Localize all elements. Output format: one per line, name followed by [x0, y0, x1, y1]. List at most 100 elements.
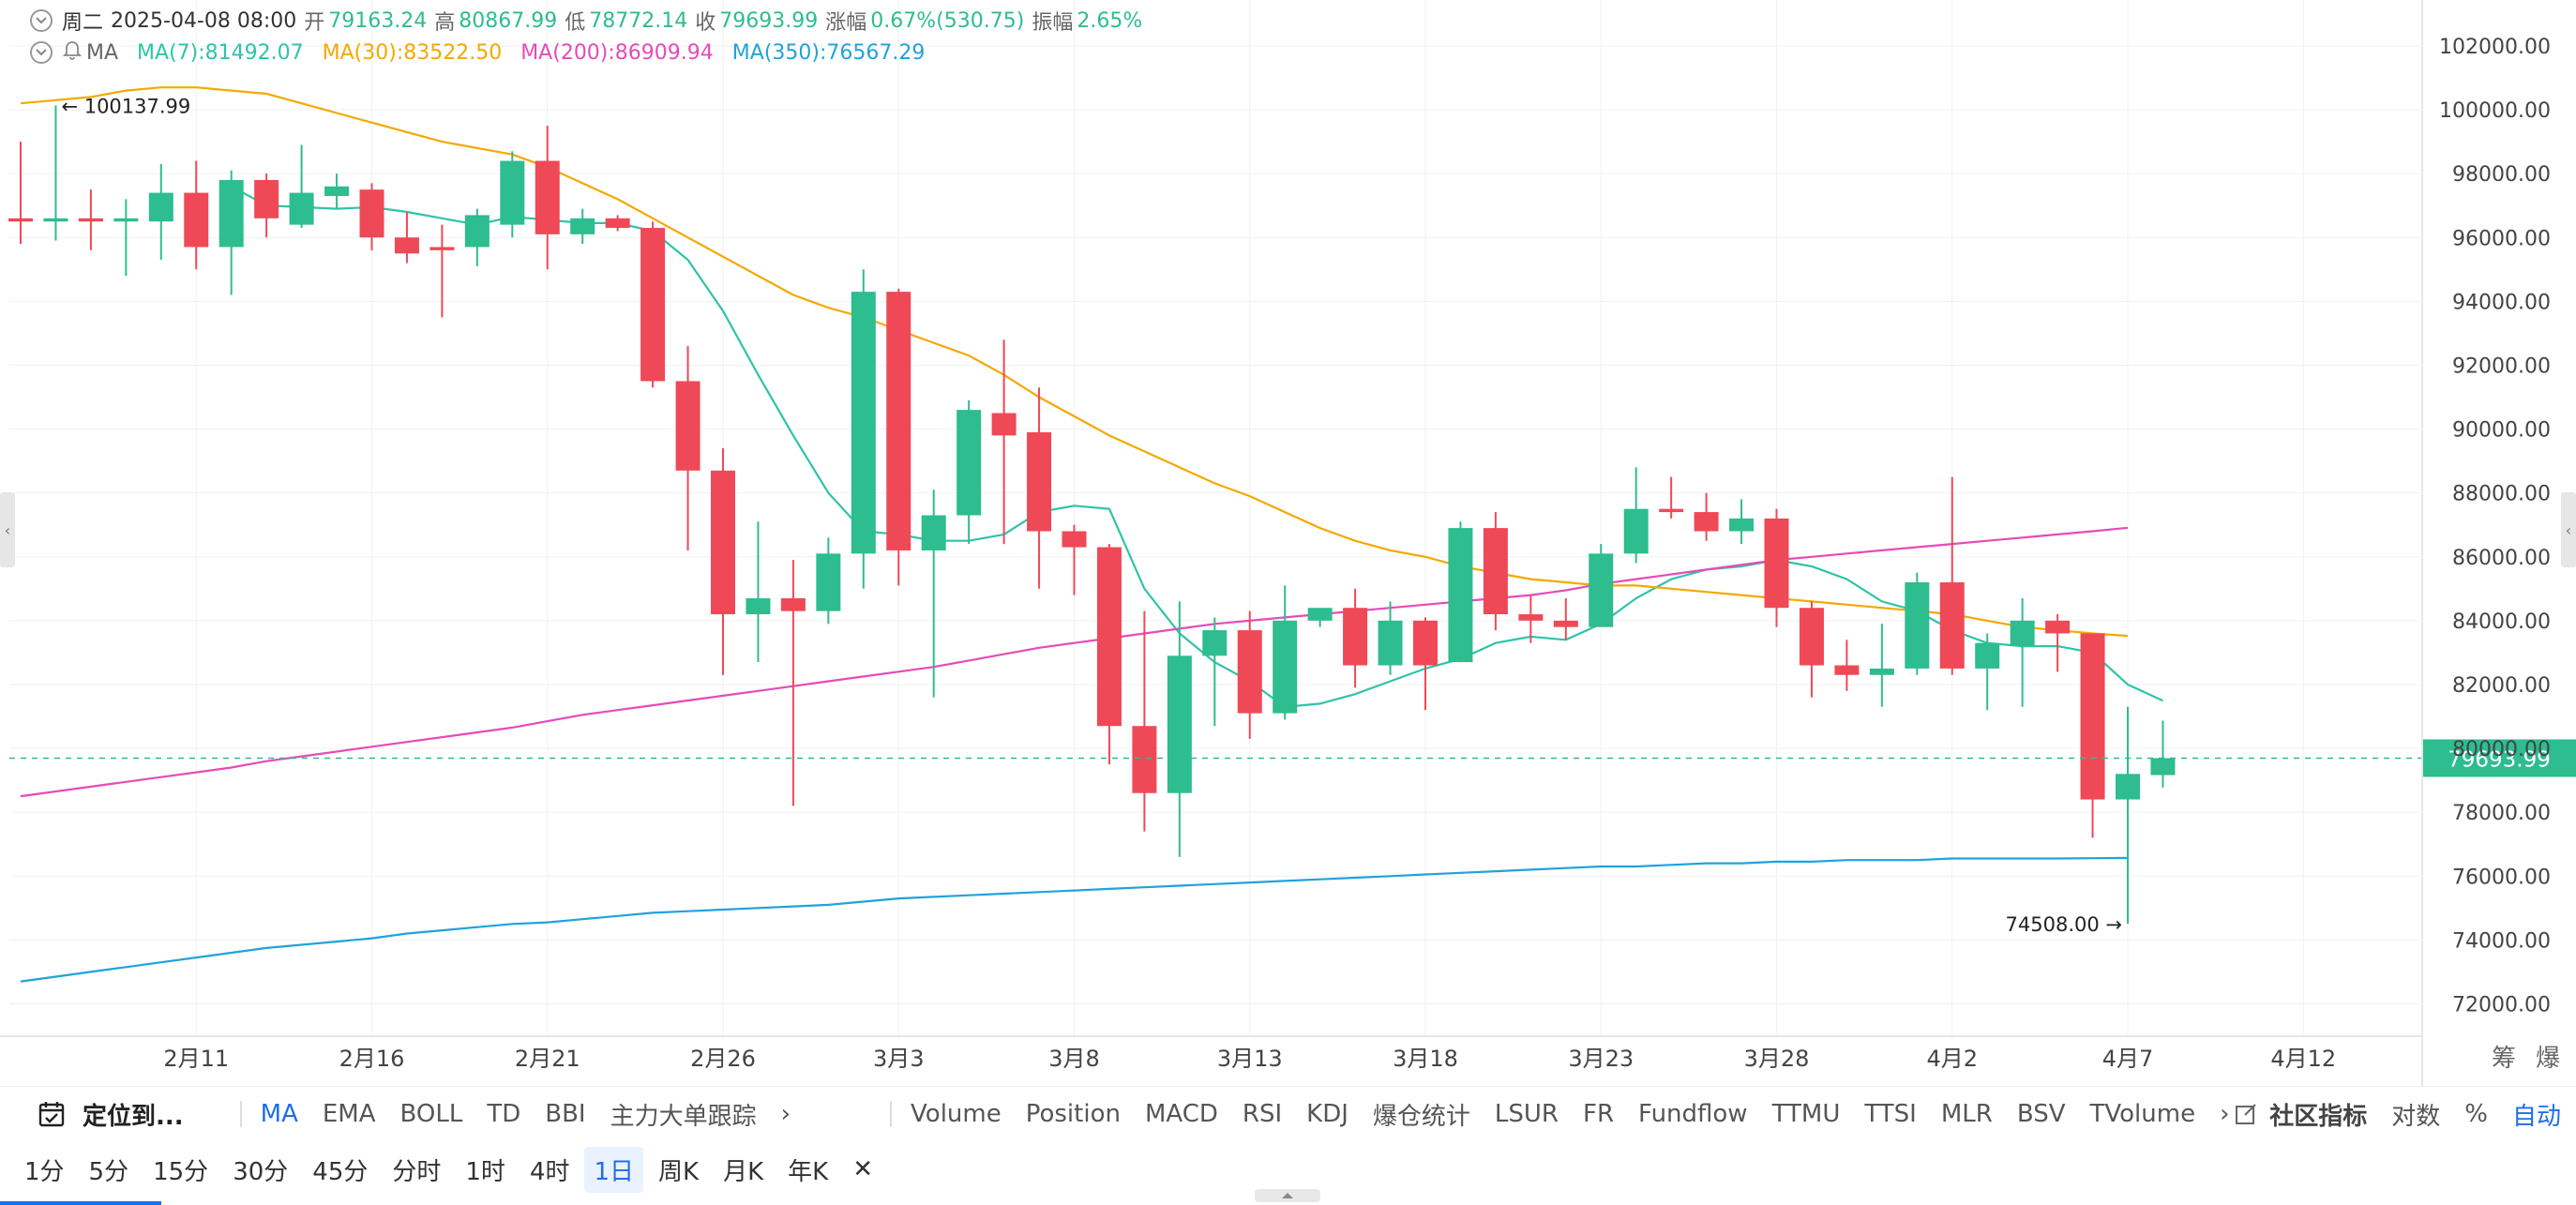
- timeframe-timeshare[interactable]: 分时: [392, 1157, 442, 1186]
- sub-indicator-rsi[interactable]: RSI: [1242, 1100, 1283, 1128]
- candle-body: [1975, 642, 2000, 669]
- candle-body: [1027, 431, 1052, 532]
- timeframe-year[interactable]: 年K: [788, 1157, 829, 1186]
- percent-scale-toggle[interactable]: %: [2464, 1100, 2488, 1128]
- bell-icon[interactable]: [62, 39, 83, 66]
- candle-body: [2150, 758, 2176, 776]
- edit-icon[interactable]: [2234, 1102, 2258, 1126]
- indicator-main-order[interactable]: 主力大单跟踪: [610, 1102, 757, 1131]
- candle-body: [1518, 614, 1544, 621]
- candle-body: [780, 598, 806, 611]
- left-expand-handle[interactable]: ‹: [0, 492, 15, 567]
- timeframe-15m[interactable]: 15分: [153, 1157, 209, 1186]
- candle-up: [1589, 544, 1614, 627]
- candle-body: [1623, 508, 1649, 554]
- chevron-right-icon[interactable]: ›: [780, 1100, 791, 1128]
- candle-body: [218, 179, 244, 248]
- candle-down: [1062, 524, 1087, 595]
- sub-indicator-tvolume[interactable]: TVolume: [2089, 1100, 2196, 1128]
- candle-down: [711, 447, 735, 675]
- candle-body: [746, 598, 771, 615]
- indicator-ema[interactable]: EMA: [322, 1100, 376, 1128]
- timeframe-30m[interactable]: 30分: [233, 1157, 289, 1186]
- y-tick-label: 82000.00: [2452, 674, 2551, 698]
- collapse-icon[interactable]: [30, 41, 53, 64]
- candle-body: [675, 381, 700, 471]
- candle-body: [2010, 620, 2035, 647]
- log-scale-toggle[interactable]: 对数: [2391, 1102, 2441, 1131]
- sub-indicator-volume[interactable]: Volume: [911, 1100, 1002, 1128]
- low-label: 低: [565, 11, 586, 35]
- y-tick-label: 94000.00: [2452, 291, 2551, 314]
- right-expand-handle[interactable]: ‹: [2561, 492, 2576, 567]
- ma200-label: MA(200):86909.94: [520, 40, 714, 65]
- timeframe-1h[interactable]: 1时: [465, 1157, 505, 1186]
- y-tick-label: 96000.00: [2452, 227, 2551, 250]
- sub-indicator-bsv[interactable]: BSV: [2016, 1100, 2066, 1128]
- sub-indicator-liquidation[interactable]: 爆仓统计: [1372, 1102, 1470, 1131]
- sub-indicator-ttmu[interactable]: TTMU: [1771, 1100, 1841, 1128]
- indicator-td[interactable]: TD: [487, 1100, 521, 1128]
- calendar-icon: [38, 1102, 65, 1127]
- community-indicators-button[interactable]: 社区指标: [2269, 1102, 2368, 1131]
- candle-body: [2045, 620, 2071, 634]
- candle-body: [289, 192, 314, 225]
- indicator-boll[interactable]: BOLL: [399, 1100, 463, 1128]
- candle-body: [78, 218, 103, 222]
- sub-indicator-macd[interactable]: MACD: [1144, 1100, 1218, 1128]
- candle-up: [218, 170, 244, 295]
- resize-handle[interactable]: [1255, 1189, 1320, 1202]
- indicator-ma[interactable]: MA: [260, 1100, 298, 1128]
- candle-body: [1799, 608, 1824, 666]
- y-axis: 102000.00 100000.00 98000.00 96000.00 94000.…: [2421, 0, 2551, 1086]
- candle-body: [991, 413, 1017, 436]
- candle-body: [1869, 668, 1894, 675]
- candle-up: [148, 163, 173, 261]
- timeframe-1m[interactable]: 1分: [24, 1157, 65, 1186]
- auto-scale-toggle[interactable]: 自动: [2511, 1102, 2561, 1131]
- timeframe-month[interactable]: 月K: [723, 1157, 764, 1186]
- chevron-right-icon[interactable]: ›: [2220, 1100, 2230, 1128]
- sub-indicator-kdj[interactable]: KDJ: [1306, 1100, 1348, 1128]
- candle-up: [1869, 624, 1894, 707]
- candle-body: [570, 218, 595, 234]
- candle-body: [1237, 630, 1262, 714]
- candle-body: [1132, 726, 1157, 793]
- timeframe-bar: 1分 5分 15分 30分 45分 分时 1时 4时 1日 周K 月K 年K ✕: [0, 1142, 2576, 1197]
- timeframe-45m[interactable]: 45分: [312, 1157, 369, 1186]
- sub-indicator-fundflow[interactable]: Fundflow: [1638, 1100, 1748, 1128]
- timeframe-1d[interactable]: 1日: [584, 1146, 644, 1193]
- x-tick-label: 3月8: [1048, 1046, 1100, 1072]
- timeframe-week[interactable]: 周K: [658, 1157, 700, 1186]
- candle-body: [148, 192, 173, 222]
- locate-button[interactable]: 定位到...: [38, 1097, 184, 1132]
- sub-indicator-fr[interactable]: FR: [1583, 1100, 1615, 1128]
- collapse-icon[interactable]: [30, 9, 53, 32]
- candle-up: [324, 173, 350, 209]
- close-icon[interactable]: ✕: [852, 1155, 874, 1183]
- sub-indicator-ttsi[interactable]: TTSI: [1864, 1100, 1917, 1128]
- candle-up: [2010, 598, 2035, 707]
- indicator-bbi[interactable]: BBI: [545, 1100, 586, 1128]
- candle-body: [957, 410, 982, 516]
- candle-body: [1553, 620, 1578, 627]
- sub-indicator-lsur[interactable]: LSUR: [1494, 1100, 1559, 1128]
- high-label: 高: [434, 11, 456, 35]
- candle-body: [1589, 553, 1614, 627]
- y-tick-label: 86000.00: [2452, 547, 2551, 570]
- timeframe-4h[interactable]: 4时: [529, 1157, 570, 1186]
- candle-up: [851, 269, 876, 589]
- candle-up: [289, 144, 314, 229]
- current-price-tag: [2422, 739, 2576, 777]
- sub-indicator-position[interactable]: Position: [1025, 1100, 1121, 1128]
- close-label: 收: [695, 11, 716, 35]
- candle-body: [359, 189, 384, 238]
- candle-down: [1834, 640, 1860, 691]
- candle-down: [780, 560, 806, 806]
- y-tick-label: 90000.00: [2452, 419, 2551, 443]
- timeframe-5m[interactable]: 5分: [88, 1157, 129, 1186]
- sub-indicator-mlr[interactable]: MLR: [1940, 1100, 1993, 1128]
- low-marker: 74508.00 →: [2006, 913, 2122, 936]
- candle-body: [1659, 508, 1684, 513]
